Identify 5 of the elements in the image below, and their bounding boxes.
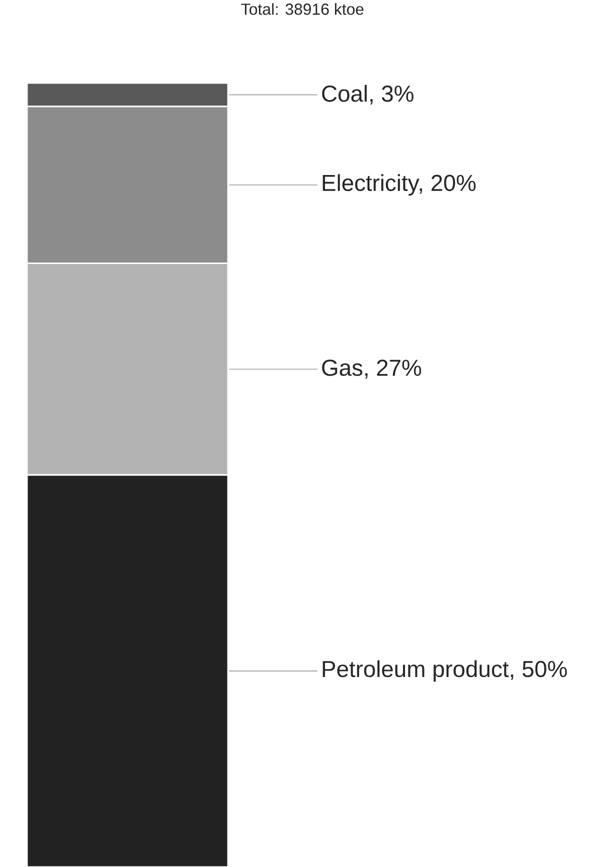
text: Total: 38916 ktoe: [241, 3, 364, 15]
data-label: Electricity, 20%: [322, 174, 476, 196]
data-label: Gas, 27%: [322, 360, 422, 379]
data-label: Petroleum product, 50%: [322, 660, 567, 682]
data-label: Coal, 3%: [322, 84, 414, 105]
